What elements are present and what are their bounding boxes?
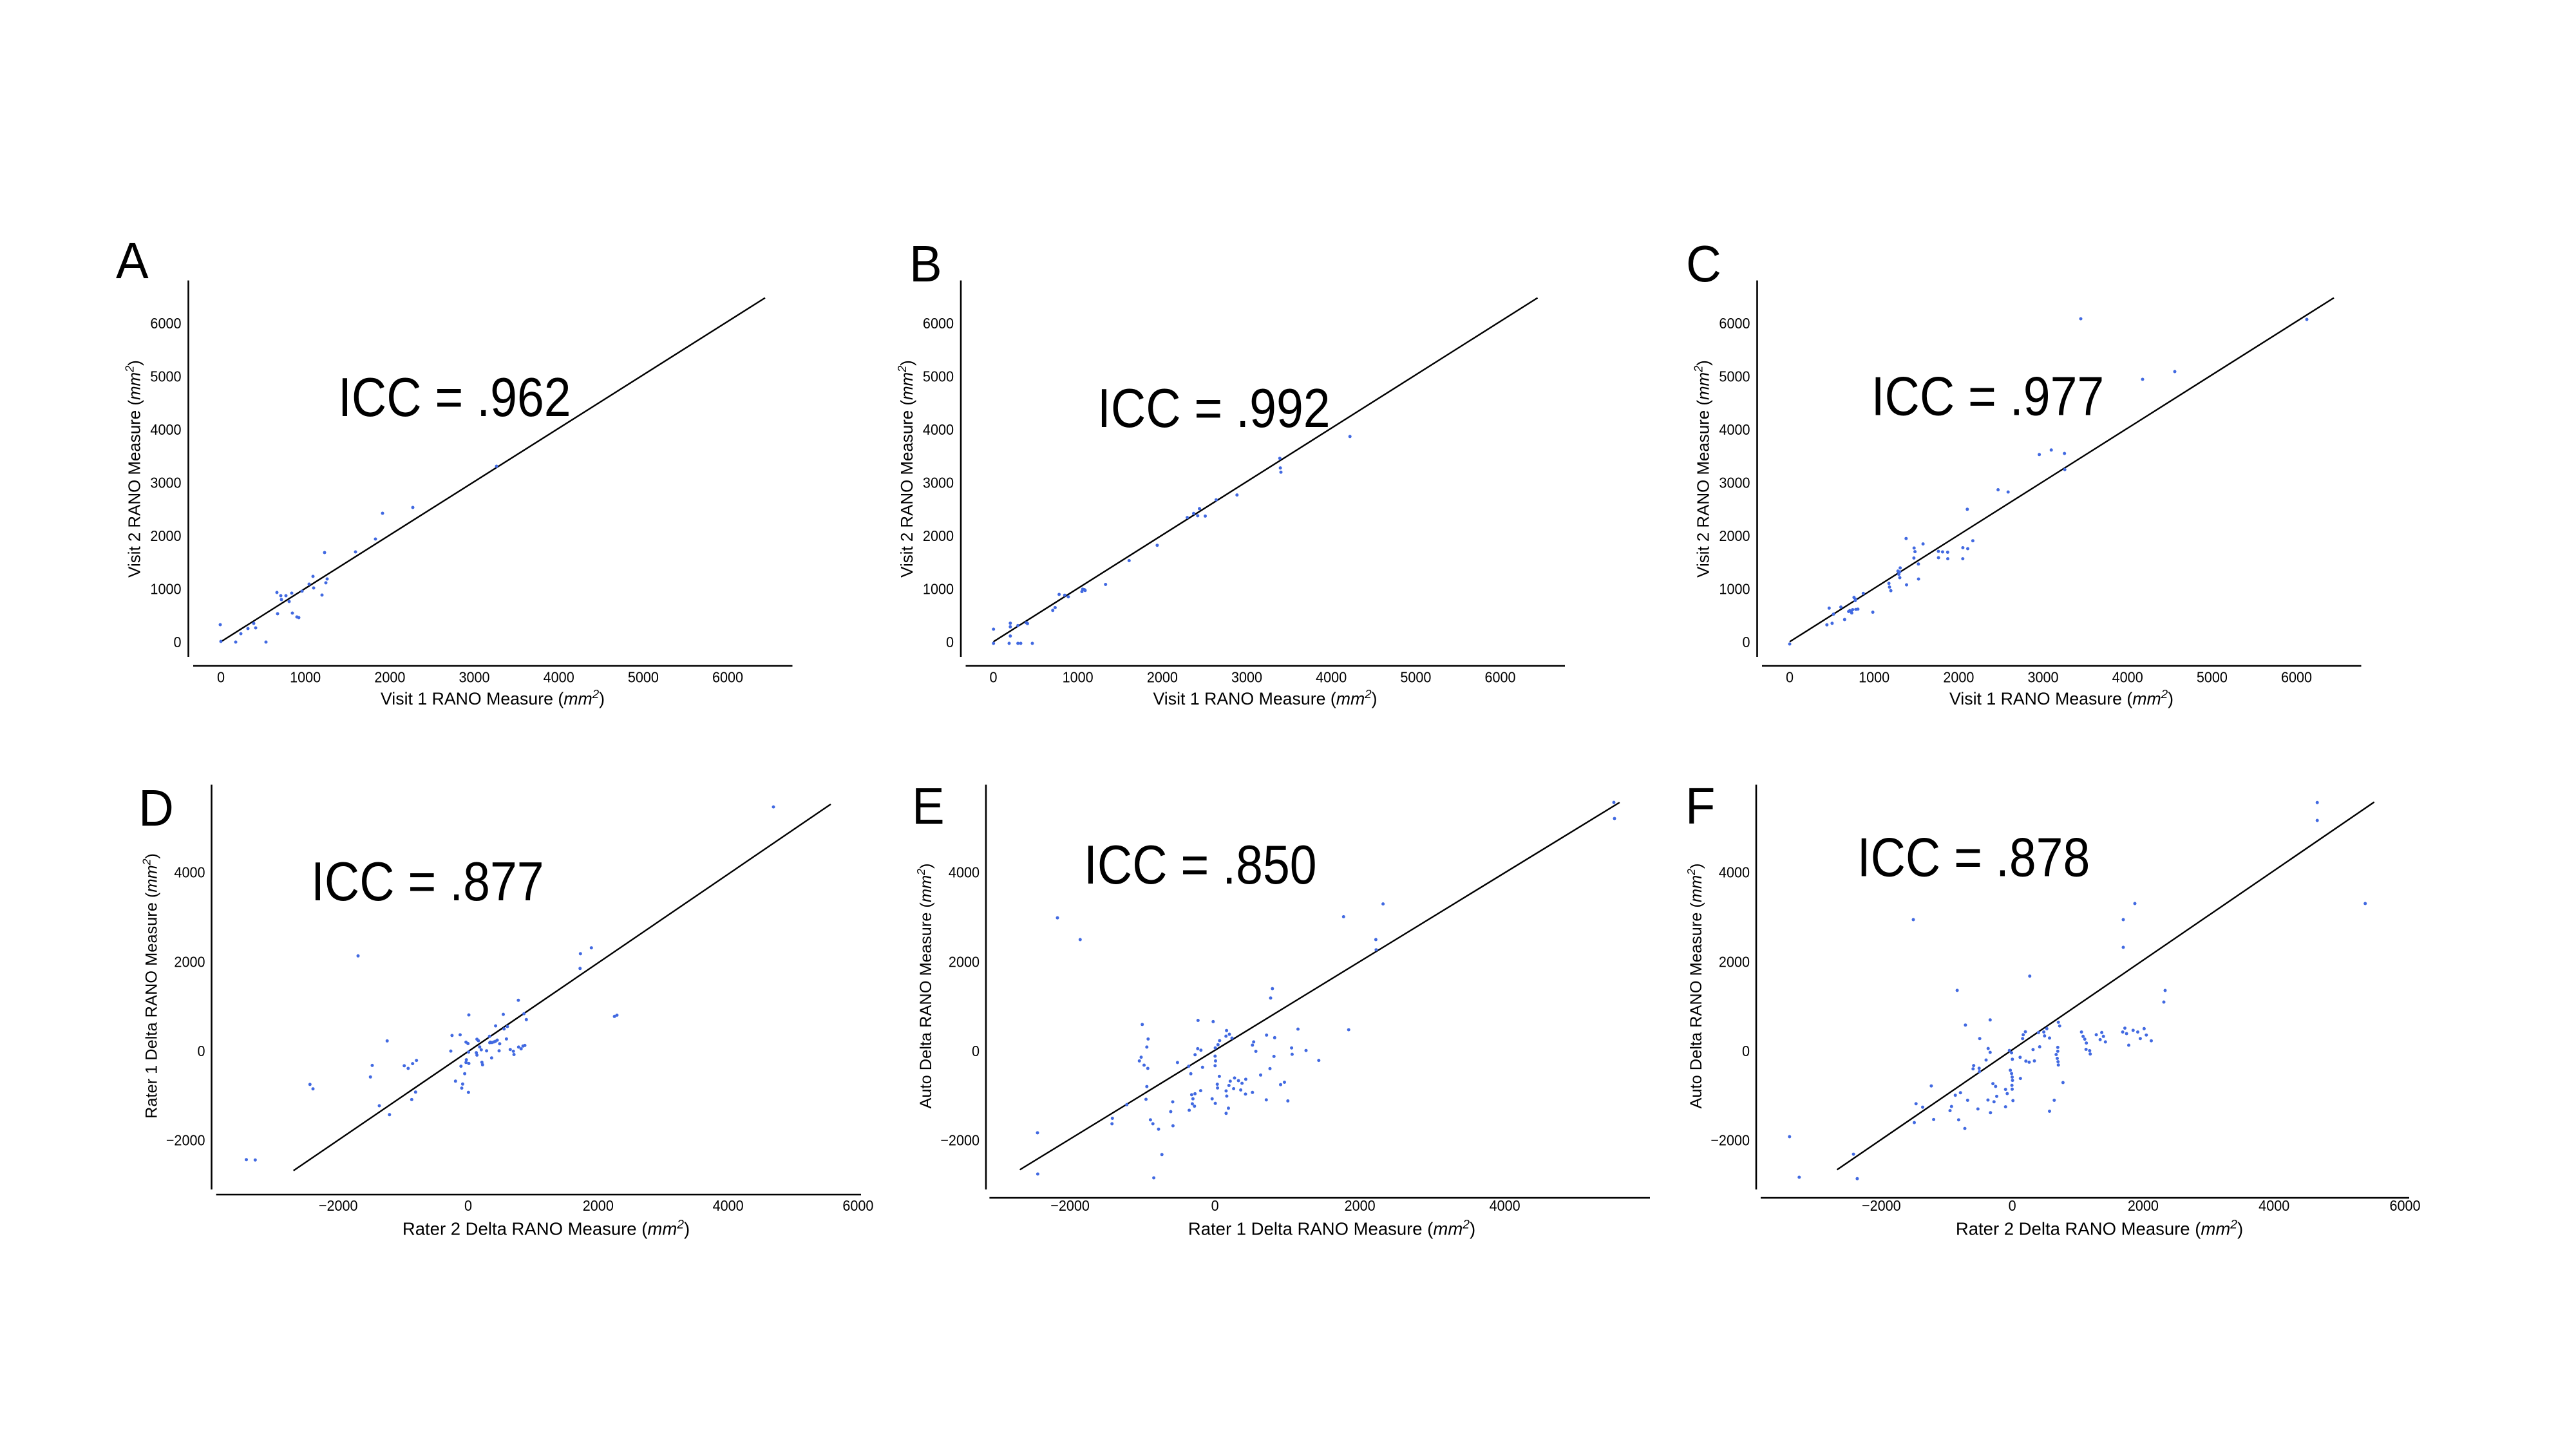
svg-text:6000: 6000: [2281, 669, 2312, 686]
svg-text:−2000: −2000: [166, 1132, 205, 1149]
svg-text:4000: 4000: [2259, 1197, 2289, 1214]
svg-text:A: A: [116, 231, 149, 289]
svg-text:0: 0: [1786, 669, 1794, 686]
svg-text:4000: 4000: [1719, 864, 1750, 881]
svg-text:4000: 4000: [174, 864, 205, 881]
svg-text:5000: 5000: [923, 368, 954, 385]
svg-text:2000: 2000: [949, 953, 980, 970]
svg-text:4000: 4000: [1719, 421, 1750, 438]
svg-text:4000: 4000: [923, 421, 954, 438]
svg-text:1000: 1000: [150, 581, 181, 598]
svg-text:Visit 2 RANO Measure (mm2): Visit 2 RANO Measure (mm2): [1692, 360, 1713, 578]
svg-text:6000: 6000: [923, 315, 954, 332]
svg-text:6000: 6000: [1484, 669, 1515, 686]
svg-text:5000: 5000: [150, 368, 181, 385]
svg-text:4000: 4000: [1490, 1197, 1520, 1214]
svg-text:−2000: −2000: [319, 1197, 358, 1214]
svg-text:4000: 4000: [1316, 669, 1347, 686]
svg-text:C: C: [1686, 234, 1721, 292]
svg-text:Visit 1 RANO Measure (mm2): Visit 1 RANO Measure (mm2): [1949, 687, 2174, 709]
svg-text:ICC = .878: ICC = .878: [1857, 827, 2090, 888]
svg-text:2000: 2000: [1719, 527, 1750, 544]
svg-text:2000: 2000: [150, 527, 181, 544]
svg-text:5000: 5000: [628, 669, 659, 686]
svg-text:1000: 1000: [1063, 669, 1094, 686]
svg-text:B: B: [909, 234, 942, 292]
svg-text:ICC = .850: ICC = .850: [1084, 835, 1317, 896]
svg-text:Visit 1 RANO Measure (mm2): Visit 1 RANO Measure (mm2): [381, 687, 605, 709]
svg-text:2000: 2000: [174, 953, 205, 970]
svg-text:5000: 5000: [1400, 669, 1431, 686]
svg-text:6000: 6000: [842, 1197, 873, 1214]
svg-text:2000: 2000: [1719, 953, 1750, 970]
svg-text:Rater 2 Delta RANO Measure (mm: Rater 2 Delta RANO Measure (mm2): [1956, 1218, 2243, 1239]
svg-text:0: 0: [197, 1043, 205, 1059]
svg-text:3000: 3000: [1231, 669, 1262, 686]
svg-text:Visit 2 RANO Measure (mm2): Visit 2 RANO Measure (mm2): [896, 360, 916, 578]
svg-text:2000: 2000: [1345, 1197, 1376, 1214]
svg-text:2000: 2000: [583, 1197, 614, 1214]
svg-text:−2000: −2000: [1050, 1197, 1090, 1214]
svg-text:0: 0: [1211, 1197, 1219, 1214]
svg-text:−2000: −2000: [940, 1132, 980, 1149]
svg-text:Rater 2 Delta RANO Measure (mm: Rater 2 Delta RANO Measure (mm2): [402, 1218, 690, 1239]
svg-text:3000: 3000: [923, 475, 954, 491]
svg-text:0: 0: [2009, 1197, 2016, 1214]
svg-text:0: 0: [946, 634, 954, 650]
svg-text:Rater 1 Delta RANO Measure (mm: Rater 1 Delta RANO Measure (mm2): [1188, 1218, 1475, 1239]
svg-text:Auto Delta RANO Measure (mm2): Auto Delta RANO Measure (mm2): [1685, 864, 1705, 1109]
svg-text:4000: 4000: [150, 421, 181, 438]
svg-text:0: 0: [972, 1043, 980, 1059]
svg-text:6000: 6000: [712, 669, 743, 686]
svg-text:2000: 2000: [374, 669, 405, 686]
svg-text:Rater 1 Delta RANO Measure (mm: Rater 1 Delta RANO Measure (mm2): [140, 853, 161, 1119]
svg-text:6000: 6000: [2389, 1197, 2420, 1214]
svg-text:Visit 2 RANO Measure (mm2): Visit 2 RANO Measure (mm2): [124, 360, 144, 578]
svg-text:4000: 4000: [713, 1197, 744, 1214]
svg-text:1000: 1000: [1719, 581, 1750, 598]
svg-text:−2000: −2000: [1862, 1197, 1901, 1214]
svg-text:E: E: [912, 777, 945, 835]
svg-text:3000: 3000: [1719, 475, 1750, 491]
svg-text:1000: 1000: [290, 669, 321, 686]
svg-text:3000: 3000: [2027, 669, 2058, 686]
svg-text:6000: 6000: [1719, 315, 1750, 332]
svg-text:F: F: [1685, 777, 1715, 835]
svg-text:3000: 3000: [150, 475, 181, 491]
svg-text:ICC = .992: ICC = .992: [1097, 378, 1331, 439]
svg-text:6000: 6000: [150, 315, 181, 332]
svg-text:Visit 1 RANO Measure (mm2): Visit 1 RANO Measure (mm2): [1153, 687, 1377, 709]
svg-text:5000: 5000: [1719, 368, 1750, 385]
svg-text:Auto Delta RANO Measure (mm2): Auto Delta RANO Measure (mm2): [914, 864, 935, 1109]
svg-text:1000: 1000: [923, 581, 954, 598]
svg-text:D: D: [138, 779, 174, 837]
svg-text:5000: 5000: [2197, 669, 2228, 686]
svg-text:0: 0: [1742, 1043, 1750, 1059]
svg-text:ICC = .977: ICC = .977: [1871, 366, 2105, 427]
svg-text:4000: 4000: [949, 864, 980, 881]
svg-text:ICC = .962: ICC = .962: [338, 367, 571, 428]
svg-text:0: 0: [1742, 634, 1750, 650]
svg-text:4000: 4000: [2112, 669, 2143, 686]
svg-text:2000: 2000: [1147, 669, 1178, 686]
svg-text:0: 0: [173, 634, 181, 650]
svg-text:0: 0: [217, 669, 225, 686]
svg-text:1000: 1000: [1859, 669, 1889, 686]
svg-text:4000: 4000: [544, 669, 574, 686]
svg-text:−2000: −2000: [1710, 1132, 1750, 1149]
svg-text:0: 0: [464, 1197, 472, 1214]
svg-text:ICC = .877: ICC = .877: [311, 851, 544, 913]
svg-text:2000: 2000: [1943, 669, 1974, 686]
svg-text:3000: 3000: [459, 669, 489, 686]
svg-text:0: 0: [989, 669, 997, 686]
svg-text:2000: 2000: [923, 527, 954, 544]
svg-text:2000: 2000: [2128, 1197, 2159, 1214]
